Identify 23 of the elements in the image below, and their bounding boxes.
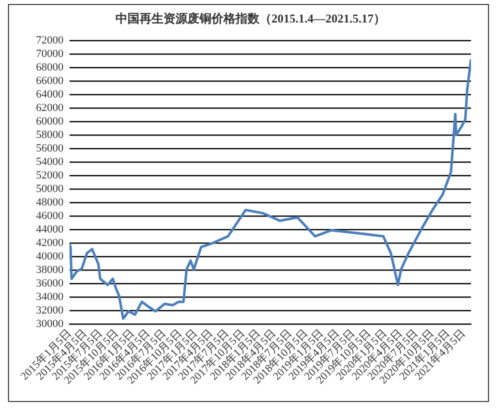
- y-tick-label: 36000: [36, 277, 64, 290]
- y-tick-label: 34000: [36, 290, 64, 303]
- y-tick-label: 52000: [36, 169, 64, 182]
- y-tick-label: 32000: [36, 304, 64, 316]
- y-tick-label: 50000: [36, 182, 64, 195]
- y-tick-label: 44000: [36, 223, 64, 236]
- y-tick-label: 68000: [36, 61, 64, 74]
- chart-title: 中国再生资源废铜价格指数（2015.1.4—2021.5.17）: [116, 11, 386, 26]
- y-tick-label: 72000: [36, 34, 64, 46]
- y-tick-label: 38000: [36, 264, 64, 276]
- y-tick-label: 70000: [36, 48, 64, 60]
- y-tick-label: 42000: [36, 236, 64, 249]
- y-tick-label: 66000: [36, 74, 64, 87]
- y-tick-label: 48000: [36, 196, 64, 208]
- y-tick-label: 60000: [36, 115, 64, 128]
- y-tick-label: 54000: [36, 156, 64, 168]
- y-tick-label: 58000: [36, 128, 64, 141]
- y-tick-label: 62000: [36, 102, 64, 114]
- y-tick-label: 64000: [36, 88, 64, 100]
- y-tick-label: 46000: [36, 210, 64, 222]
- y-tick-label: 30000: [36, 318, 64, 330]
- y-tick-label: 40000: [36, 250, 64, 262]
- y-tick-label: 56000: [36, 142, 64, 154]
